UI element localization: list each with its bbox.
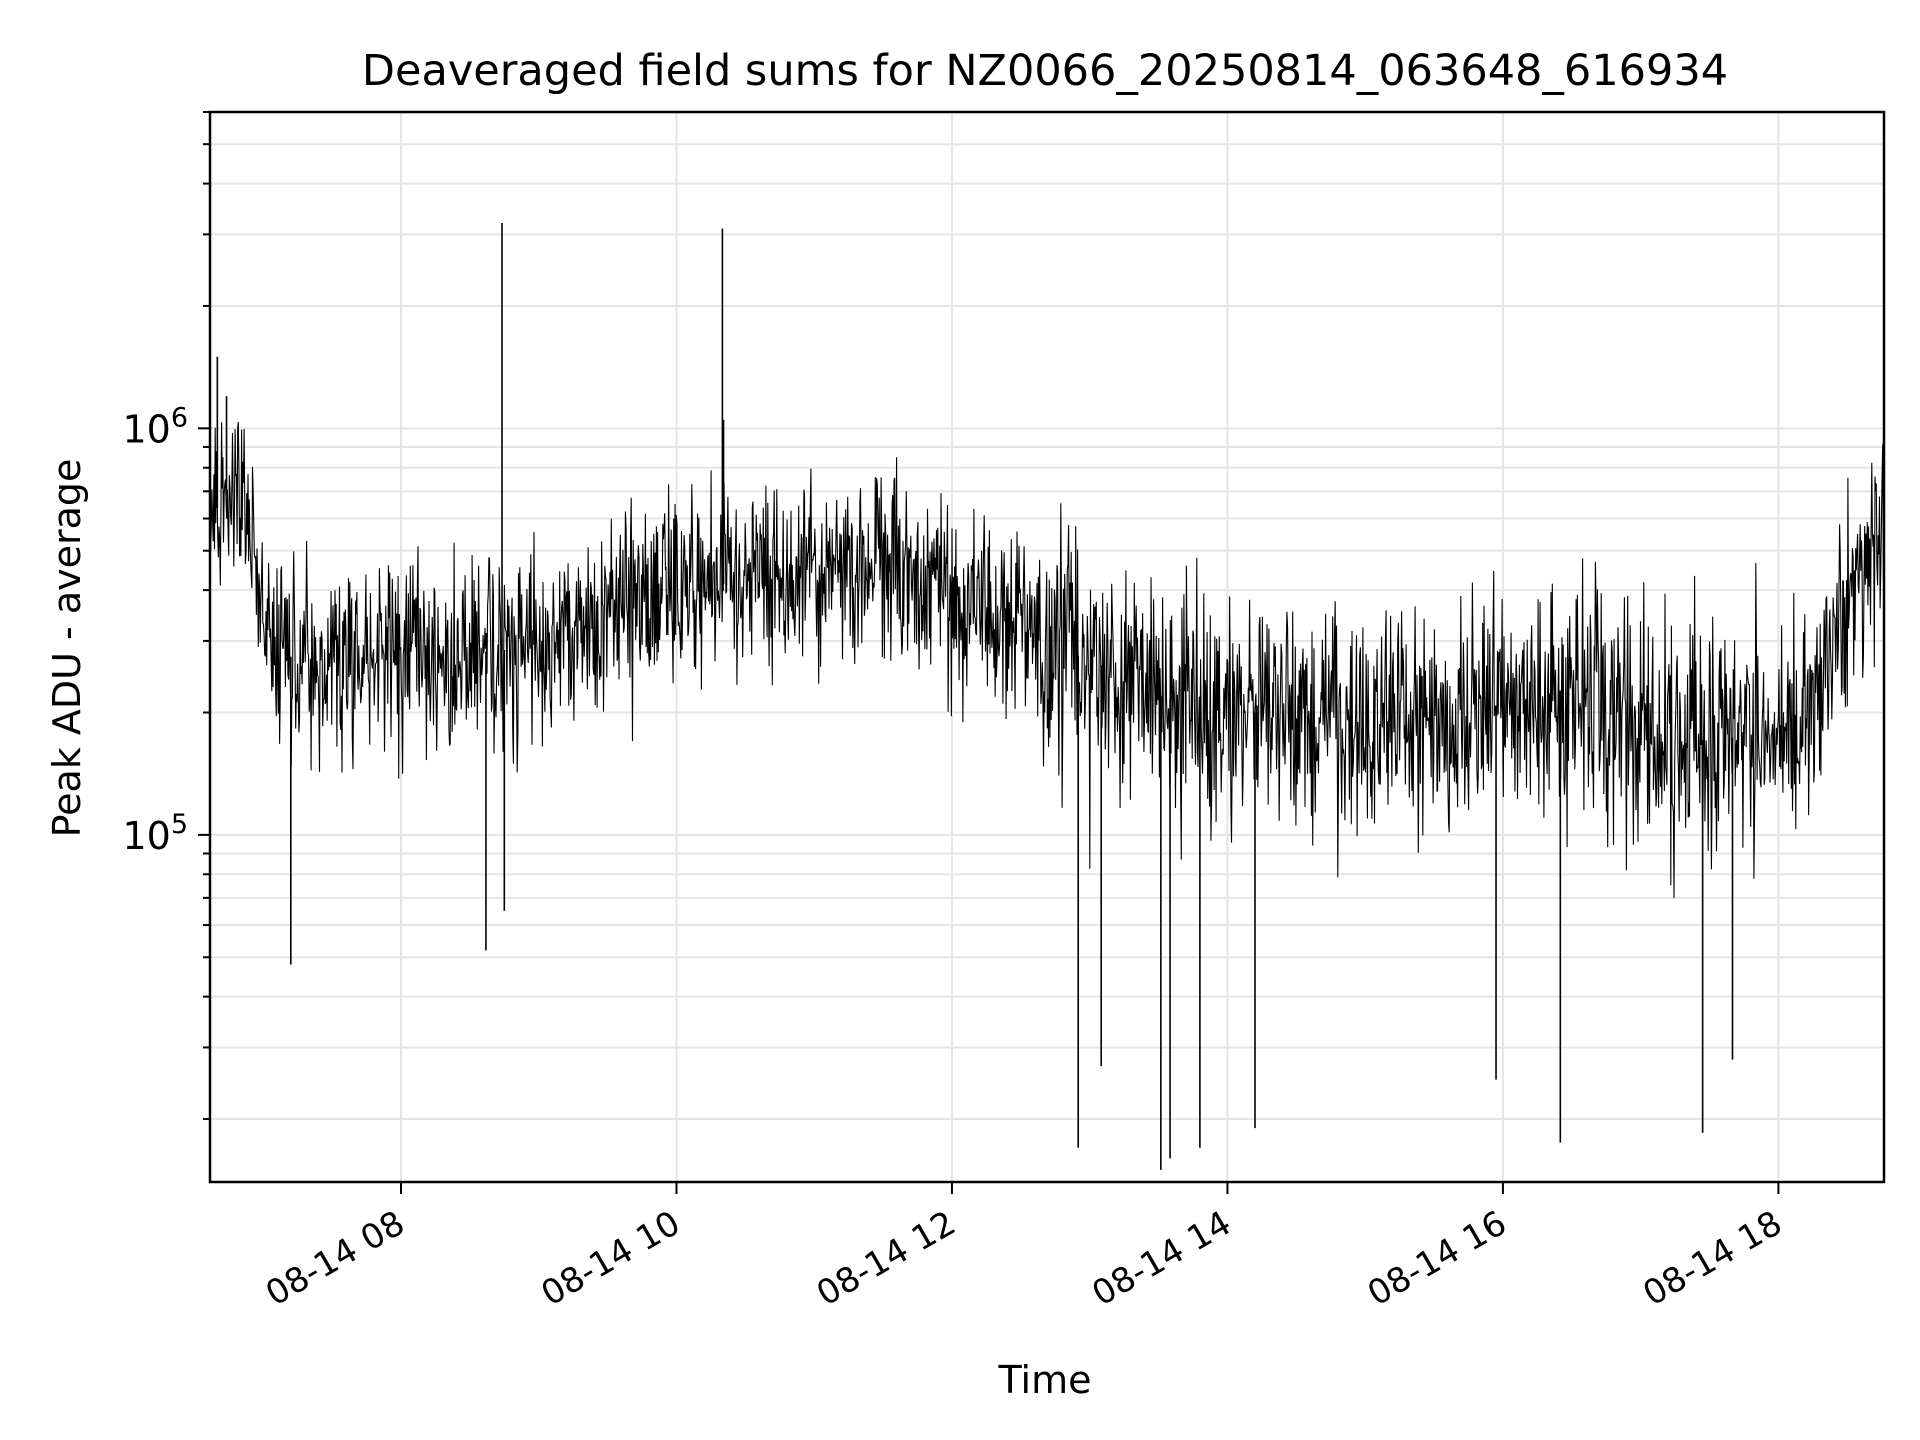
chart-title: Deaveraged field sums for NZ0066_2025081… (362, 46, 1728, 96)
y-tick-label: 106 (122, 402, 188, 451)
data-series (209, 222, 1885, 1170)
y-axis-label: Peak ADU - average (45, 459, 89, 838)
series-line (209, 409, 1885, 898)
y-tick-label: 105 (122, 809, 188, 858)
plot-frame (208, 110, 1886, 1184)
x-axis-label: Time (998, 1358, 1092, 1402)
